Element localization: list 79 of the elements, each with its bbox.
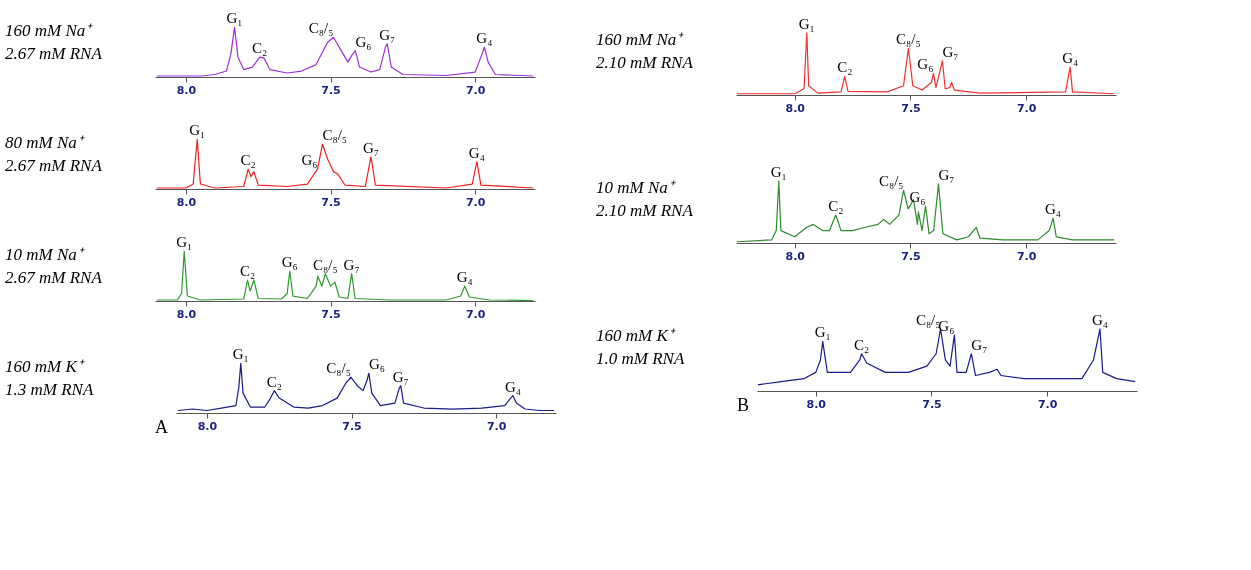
annotation: G₁ bbox=[176, 234, 193, 251]
annotation: G₁ bbox=[226, 10, 243, 27]
annotation: G₁ bbox=[814, 324, 831, 341]
x-tick-label: 7.5 bbox=[342, 419, 362, 433]
annotation: G₆ bbox=[281, 254, 298, 271]
text: 1.3 mM RNA bbox=[5, 380, 94, 399]
annotation: G₄ bbox=[1045, 201, 1062, 218]
annotation: G₄ bbox=[476, 30, 493, 47]
annotation: C₂ bbox=[828, 198, 844, 215]
text: 2.67 mM RNA bbox=[5, 268, 103, 287]
x-tick-label: 8.0 bbox=[785, 101, 806, 115]
x-tick-label: 8.0 bbox=[197, 419, 218, 433]
text: 2.67 mM RNA bbox=[5, 44, 103, 63]
text: 2.10 mM RNA bbox=[596, 201, 694, 220]
annotation: C₈/₅ bbox=[878, 173, 904, 190]
annotation: G₇ bbox=[938, 167, 955, 184]
x-tick-label: 7.0 bbox=[465, 307, 486, 321]
annotation: C₈/₅ bbox=[896, 31, 921, 48]
x-tick-label: 7.0 bbox=[1016, 249, 1037, 263]
annotation: G₇ bbox=[392, 368, 409, 385]
annotation: G₆ bbox=[917, 56, 934, 73]
chart-title: 10 mM Na⁺ bbox=[5, 245, 85, 264]
annotation: C₈/₅ bbox=[326, 360, 351, 377]
x-tick-label: 7.5 bbox=[321, 307, 341, 321]
text: 1.0 mM RNA bbox=[596, 349, 685, 368]
annotation: G₆ bbox=[909, 188, 926, 205]
annotation: C₂ bbox=[266, 373, 282, 390]
text: 2.67 mM RNA bbox=[5, 156, 103, 175]
chart-title: 10 mM Na⁺ bbox=[596, 178, 676, 197]
annotation: G₇ bbox=[343, 256, 360, 273]
chart-title: 160 mM K⁺ bbox=[596, 326, 676, 345]
chart-title: 160 mM Na⁺ bbox=[596, 30, 685, 49]
annotation: G₆ bbox=[301, 152, 318, 169]
annotation: C₂ bbox=[853, 336, 870, 353]
x-tick-label: 8.0 bbox=[176, 307, 197, 321]
x-tick-label: 7.0 bbox=[486, 419, 507, 433]
annotation: G₇ bbox=[942, 43, 959, 60]
annotation: C₈/₅ bbox=[322, 127, 348, 144]
x-tick-label: 7.5 bbox=[901, 249, 921, 263]
x-tick-label: 8.0 bbox=[785, 249, 806, 263]
x-tick-label: 8.0 bbox=[176, 83, 197, 97]
annotation: G₄ bbox=[456, 269, 473, 286]
annotation: C₂ bbox=[239, 263, 256, 280]
annotation: C₈/₅ bbox=[915, 311, 941, 328]
chart-title: 160 mM K⁺ bbox=[5, 357, 85, 376]
annotation: G₆ bbox=[368, 356, 385, 373]
annotation: C₈/₅ bbox=[308, 20, 334, 37]
x-tick-label: 7.0 bbox=[1037, 397, 1058, 411]
annotation: G₇ bbox=[379, 26, 396, 43]
annotation: C₂ bbox=[252, 40, 268, 57]
annotation: G₇ bbox=[363, 139, 380, 156]
x-tick-label: 7.5 bbox=[922, 397, 942, 411]
x-tick-label: 7.0 bbox=[465, 195, 486, 209]
annotation: C₈/₅ bbox=[313, 256, 338, 273]
annotation: G₆ bbox=[938, 318, 955, 335]
x-tick-label: 7.0 bbox=[465, 83, 486, 97]
annotation: G₁ bbox=[798, 15, 815, 32]
x-tick-label: 7.5 bbox=[901, 101, 921, 115]
x-tick-label: 8.0 bbox=[176, 195, 197, 209]
x-tick-label: 7.5 bbox=[321, 83, 341, 97]
annotation: G₁ bbox=[770, 163, 787, 180]
annotation: G₄ bbox=[468, 144, 485, 161]
annotation: G₆ bbox=[355, 33, 372, 50]
annotation: G₄ bbox=[1091, 311, 1108, 328]
annotation: G₁ bbox=[232, 346, 249, 363]
x-tick-label: 7.0 bbox=[1016, 101, 1037, 115]
annotation: G₄ bbox=[504, 378, 521, 395]
text: B bbox=[736, 395, 749, 415]
x-tick-label: 7.5 bbox=[321, 195, 341, 209]
annotation: G₁ bbox=[189, 122, 206, 139]
annotation: G₄ bbox=[1062, 50, 1079, 67]
text: 2.10 mM RNA bbox=[596, 53, 694, 72]
chart-title: 160 mM Na⁺ bbox=[5, 21, 94, 40]
annotation: C₂ bbox=[240, 152, 256, 169]
annotation: C₂ bbox=[837, 59, 853, 76]
x-tick-label: 8.0 bbox=[806, 397, 827, 411]
text: A bbox=[155, 417, 168, 437]
annotation: G₇ bbox=[971, 336, 988, 353]
chart-title: 80 mM Na⁺ bbox=[5, 133, 85, 152]
